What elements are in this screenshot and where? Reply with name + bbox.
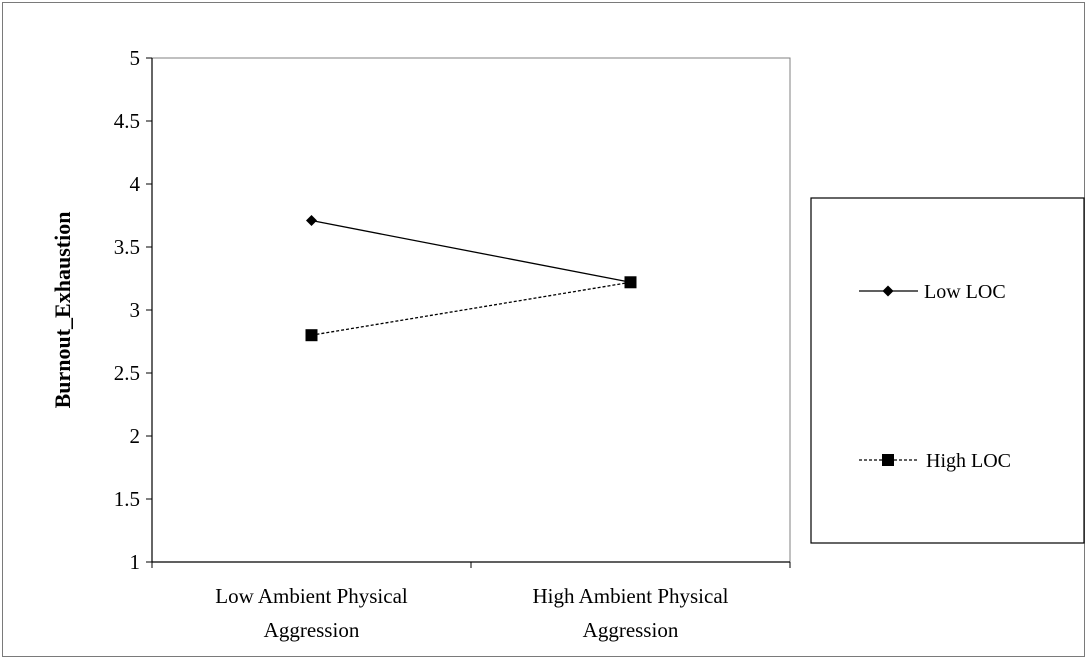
- plot-border: [151, 57, 791, 563]
- legend-label: Low LOC: [924, 281, 1006, 303]
- legend-box: [810, 197, 1085, 544]
- data-point: [624, 276, 637, 289]
- legend-marker: [882, 454, 894, 466]
- data-point: [306, 215, 317, 227]
- x-tick-label-line: High Ambient Physical: [533, 584, 729, 608]
- y-tick-label: 4: [130, 172, 141, 196]
- x-tick-label-line: Low Ambient Physical: [215, 584, 408, 608]
- y-axis-title: Burnout_Exhaustion: [50, 212, 75, 409]
- x-tick-label-line: Aggression: [583, 618, 679, 642]
- series-line: [311, 281, 631, 336]
- series-high-loc: [305, 276, 637, 342]
- x-tick-label-line: Aggression: [264, 618, 360, 642]
- legend-marker: [882, 285, 894, 297]
- plot-area: [151, 57, 791, 563]
- y-tick-label: 3.5: [114, 235, 140, 259]
- y-tick-label: 1: [130, 550, 141, 574]
- y-tick-label: 2: [130, 424, 141, 448]
- legend: Low LOC High LOC: [810, 197, 1085, 544]
- x-tick-label: Low Ambient Physical Aggression: [215, 584, 408, 642]
- series-line: [311, 219, 631, 283]
- y-axis: 5 4.5 4 3.5 3 2.5 2 1.5 1: [114, 46, 153, 574]
- x-tick-label: High Ambient Physical Aggression: [533, 584, 729, 642]
- series-layer: [305, 215, 637, 342]
- legend-entry: Low LOC: [859, 281, 1006, 303]
- legend-label: High LOC: [926, 450, 1011, 472]
- y-tick-label: 1.5: [114, 487, 140, 511]
- y-tick-label: 2.5: [114, 361, 140, 385]
- y-tick-label: 4.5: [114, 109, 140, 133]
- y-tick-label: 5: [130, 46, 141, 70]
- data-point: [305, 329, 318, 342]
- y-tick-label: 3: [130, 298, 141, 322]
- legend-entry: High LOC: [859, 450, 1011, 472]
